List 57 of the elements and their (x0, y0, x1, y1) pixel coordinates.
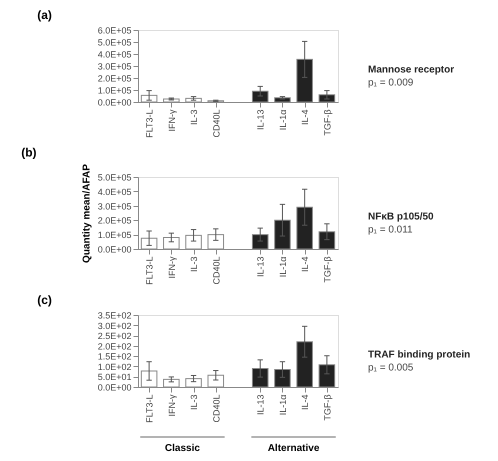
text: NFκB p105/50 (368, 212, 434, 223)
x-tick-label: IL-3 (189, 256, 200, 272)
x-tick-label: IL-13 (256, 394, 266, 416)
x-tick-label: IL-3 (189, 110, 200, 126)
text: p₁ = 0.011 (368, 224, 414, 236)
x-tick-label: IL-4 (300, 394, 310, 410)
y-tick-label: 1.0E+05 (98, 86, 132, 96)
x-tick-label: FLT3-L (144, 110, 155, 138)
y-tick-label: 2.5E+02 (98, 331, 132, 342)
y-tick-label: 4.0E+05 (98, 186, 132, 197)
y-tick-label: 2.0E+05 (98, 216, 132, 226)
x-tick-label: TGF-β (322, 394, 332, 421)
x-tick-label: IL-4 (300, 256, 310, 272)
text: p₁ = 0.009 (368, 78, 414, 89)
y-tick-label: 0.0E+00 (98, 382, 132, 392)
chart-title: (a) (37, 8, 52, 22)
x-tick-label: CD40L (211, 110, 222, 138)
x-tick-label: IFN-γ (166, 256, 177, 278)
text: p₁ = 0.005 (368, 362, 414, 374)
y-tick-label: 3.0E+05 (98, 201, 132, 212)
x-tick-label: TGF-β (322, 110, 332, 136)
y-tick-label: 4.0E+05 (98, 50, 132, 60)
y-tick-label: 0.0E+00 (98, 244, 132, 254)
y-axis-title: Quantity mean/AFAP (82, 164, 93, 263)
y-tick-label: 3.0E+02 (98, 320, 132, 331)
y-tick-label: 1.0E+05 (98, 230, 132, 240)
x-tick-label: IL-1α (278, 110, 288, 130)
text: TRAF binding protein (368, 350, 470, 361)
y-tick-label: 6.0E+05 (98, 26, 132, 36)
x-tick-label: IL-13 (256, 256, 266, 278)
y-tick-label: 5.0E+01 (98, 372, 132, 382)
x-tick-label: IFN-γ (166, 394, 177, 416)
x-tick-label: FLT3-L (144, 394, 155, 423)
y-tick-label: 1.5E+02 (98, 352, 132, 362)
text: Classic (164, 443, 200, 454)
text: Alternative (268, 443, 320, 454)
x-tick-label: IL-13 (256, 110, 266, 130)
x-tick-label: CD40L (211, 256, 222, 285)
text: Mannose receptor (368, 64, 454, 76)
x-tick-label: IL-4 (300, 110, 310, 126)
chart-title: (c) (37, 293, 52, 307)
y-tick-label: 0.0E+00 (98, 98, 132, 108)
y-tick-label: 5.0E+05 (98, 172, 132, 182)
x-tick-label: CD40L (211, 394, 222, 423)
x-tick-label: TGF-β (322, 256, 332, 283)
y-tick-label: 2.0E+02 (98, 341, 132, 352)
x-tick-label: IL-1α (278, 394, 288, 416)
text: (b) (21, 146, 37, 160)
x-tick-label: IL-3 (189, 394, 200, 410)
y-tick-label: 5.0E+05 (98, 38, 132, 48)
x-tick-label: IL-1α (278, 256, 288, 278)
x-tick-label: IFN-γ (166, 109, 177, 132)
y-tick-label: 2.0E+05 (98, 74, 132, 84)
y-tick-label: 3.5E+02 (98, 310, 132, 320)
y-tick-label: 1.0E+02 (98, 362, 132, 372)
x-tick-label: FLT3-L (144, 256, 155, 285)
y-tick-label: 3.0E+05 (98, 62, 132, 72)
